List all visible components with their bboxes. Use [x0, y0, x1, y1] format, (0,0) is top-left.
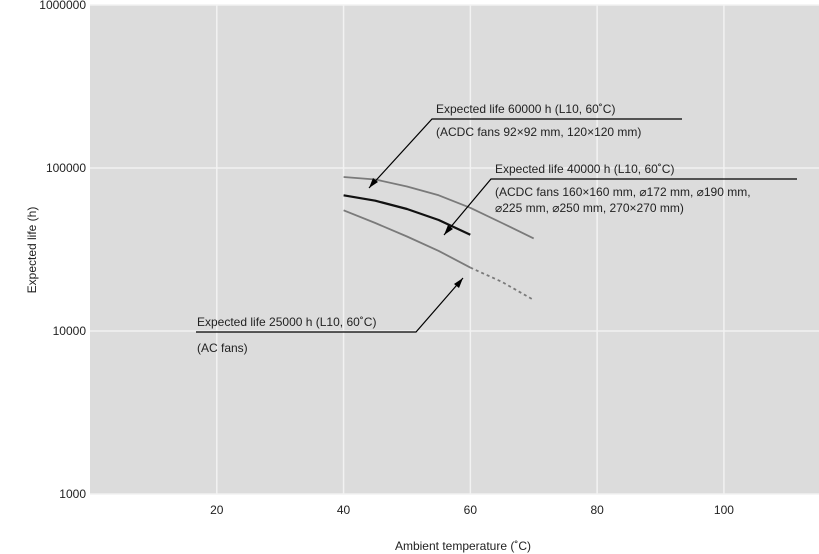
x-tick-label: 20 [210, 503, 224, 517]
annotation-40000-arrowhead [444, 225, 453, 235]
series-group [343, 176, 535, 301]
x-axis-title: Ambient temperature (˚C) [395, 539, 531, 553]
annotation-40000-line1: Expected life 40000 h (L10, 60˚C) [495, 162, 674, 176]
annotation-40000: Expected life 40000 h (L10, 60˚C) (ACDC … [443, 162, 797, 236]
annotation-40000-line3: ⌀225 mm, ⌀250 mm, 270×270 mm) [495, 201, 684, 215]
annotation-25000-arrowhead [454, 278, 463, 288]
x-tick-label: 60 [464, 503, 478, 517]
y-ticks: 1000 10000 100000 1000000 [39, 0, 86, 501]
y-tick-label: 10000 [53, 324, 87, 338]
series-line-2 [343, 194, 471, 236]
annotation-60000-arrowhead [369, 178, 378, 188]
annotation-25000-leader [196, 277, 464, 333]
x-tick-label: 40 [337, 503, 351, 517]
annotation-25000-line2: (AC fans) [197, 341, 248, 355]
y-axis-title: Expected life (h) [25, 207, 39, 294]
annotation-60000: Expected life 60000 h (L10, 60˚C) (ACDC … [368, 102, 682, 189]
x-ticks: 20 40 60 80 100 [210, 503, 734, 517]
annotation-40000-leader [443, 178, 797, 236]
x-tick-label: 80 [590, 503, 604, 517]
annotation-25000: Expected life 25000 h (L10, 60˚C) (AC fa… [196, 277, 464, 355]
y-tick-label: 1000 [59, 487, 86, 501]
series-line-1 [343, 176, 535, 240]
grid [90, 4, 819, 495]
annotation-40000-line2: (ACDC fans 160×160 mm, ⌀172 mm, ⌀190 mm, [495, 185, 751, 199]
series-line-3 [343, 209, 471, 269]
x-tick-label: 100 [714, 503, 734, 517]
plot-background [90, 5, 819, 494]
annotation-25000-line1: Expected life 25000 h (L10, 60˚C) [197, 315, 376, 329]
annotation-60000-leader [368, 118, 682, 189]
annotation-60000-line2: (ACDC fans 92×92 mm, 120×120 mm) [436, 125, 641, 139]
y-tick-label: 100000 [46, 161, 86, 175]
annotation-60000-line1: Expected life 60000 h (L10, 60˚C) [436, 102, 615, 116]
y-tick-label: 1000000 [39, 0, 86, 12]
